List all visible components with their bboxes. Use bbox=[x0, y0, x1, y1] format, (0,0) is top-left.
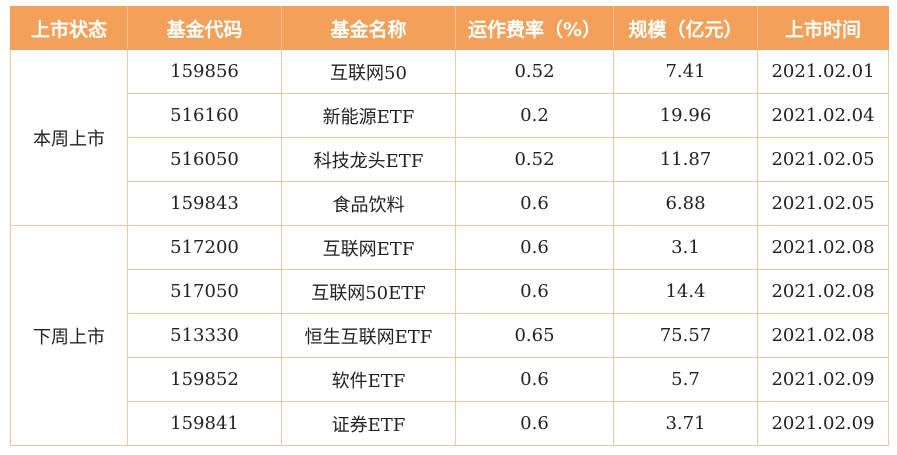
fund-code-cell: 159856 bbox=[127, 49, 282, 94]
fund-size-cell: 6.88 bbox=[613, 181, 758, 226]
fund-code-cell: 516050 bbox=[127, 137, 282, 182]
table-row: 516160 新能源ETF 0.2 19.96 2021.02.04 bbox=[11, 93, 889, 138]
listing-date-cell: 2021.02.08 bbox=[757, 313, 889, 358]
fee-rate-cell: 0.2 bbox=[455, 93, 614, 138]
fund-name-cell: 证券ETF bbox=[281, 401, 456, 446]
fund-name-cell: 互联网50 bbox=[281, 49, 456, 94]
table-row: 159852 软件ETF 0.6 5.7 2021.02.09 bbox=[11, 357, 889, 402]
table-row: 下周上市 517200 互联网ETF 0.6 3.1 2021.02.08 bbox=[10, 225, 889, 446]
table-row: 516050 科技龙头ETF 0.52 11.87 2021.02.05 bbox=[11, 137, 889, 182]
listing-date-cell: 2021.02.09 bbox=[757, 357, 889, 402]
fund-size-cell: 11.87 bbox=[613, 137, 758, 182]
listing-date-cell: 2021.02.05 bbox=[757, 181, 889, 226]
table-row: 159841 证券ETF 0.6 3.71 2021.02.09 bbox=[11, 401, 889, 446]
listing-date-cell: 2021.02.04 bbox=[757, 93, 889, 138]
fee-rate-cell: 0.52 bbox=[455, 49, 614, 94]
header-listing-status: 上市状态 bbox=[10, 6, 128, 50]
fund-name-cell: 互联网ETF bbox=[281, 225, 456, 270]
fund-size-cell: 75.57 bbox=[613, 313, 758, 358]
fund-code-cell: 517200 bbox=[127, 225, 282, 270]
listing-date-cell: 2021.02.08 bbox=[757, 225, 889, 270]
fee-rate-cell: 0.6 bbox=[455, 269, 614, 314]
header-fund-name: 基金名称 bbox=[281, 6, 456, 50]
table-row: 517050 互联网50ETF 0.6 14.4 2021.02.08 bbox=[11, 269, 889, 314]
fund-name-cell: 食品饮料 bbox=[281, 181, 456, 226]
fund-code-cell: 159843 bbox=[127, 181, 282, 226]
fund-size-cell: 14.4 bbox=[613, 269, 758, 314]
fund-name-cell: 科技龙头ETF bbox=[281, 137, 456, 182]
fee-rate-cell: 0.6 bbox=[455, 225, 614, 270]
table-row: 513330 恒生互联网ETF 0.65 75.57 2021.02.08 bbox=[11, 313, 889, 358]
fund-listing-table: 上市状态 基金代码 基金名称 运作费率（%） 规模（亿元） 上市时间 本周上市 … bbox=[10, 6, 889, 446]
fund-name-cell: 互联网50ETF bbox=[281, 269, 456, 314]
fund-name-cell: 软件ETF bbox=[281, 357, 456, 402]
listing-date-cell: 2021.02.01 bbox=[757, 49, 889, 94]
header-fund-size: 规模（亿元） bbox=[613, 6, 758, 50]
listing-date-cell: 2021.02.08 bbox=[757, 269, 889, 314]
table-row: 159843 食品饮料 0.6 6.88 2021.02.05 bbox=[11, 181, 889, 226]
listing-date-cell: 2021.02.05 bbox=[757, 137, 889, 182]
fund-code-cell: 159841 bbox=[127, 401, 282, 446]
header-fund-code: 基金代码 bbox=[127, 6, 282, 50]
group-label-this-week: 本周上市 bbox=[10, 49, 128, 226]
fund-size-cell: 5.7 bbox=[613, 357, 758, 402]
group-label-next-week: 下周上市 bbox=[10, 225, 128, 446]
fee-rate-cell: 0.6 bbox=[455, 401, 614, 446]
fund-code-cell: 513330 bbox=[127, 313, 282, 358]
table-header-row: 上市状态 基金代码 基金名称 运作费率（%） 规模（亿元） 上市时间 bbox=[10, 6, 889, 50]
fund-listing-table-container: 上市状态 基金代码 基金名称 运作费率（%） 规模（亿元） 上市时间 本周上市 … bbox=[10, 6, 889, 446]
listing-date-cell: 2021.02.09 bbox=[757, 401, 889, 446]
header-listing-date: 上市时间 bbox=[757, 6, 889, 50]
fee-rate-cell: 0.6 bbox=[455, 357, 614, 402]
fund-name-cell: 新能源ETF bbox=[281, 93, 456, 138]
header-fee-rate: 运作费率（%） bbox=[455, 6, 614, 50]
fund-size-cell: 19.96 bbox=[613, 93, 758, 138]
fee-rate-cell: 0.65 bbox=[455, 313, 614, 358]
fund-code-cell: 517050 bbox=[127, 269, 282, 314]
fund-code-cell: 516160 bbox=[127, 93, 282, 138]
fee-rate-cell: 0.6 bbox=[455, 181, 614, 226]
fund-size-cell: 3.71 bbox=[613, 401, 758, 446]
fee-rate-cell: 0.52 bbox=[455, 137, 614, 182]
fund-code-cell: 159852 bbox=[127, 357, 282, 402]
table-row: 本周上市 159856 互联网50 0.52 7.41 2021.02.01 bbox=[10, 49, 889, 226]
fund-size-cell: 3.1 bbox=[613, 225, 758, 270]
fund-size-cell: 7.41 bbox=[613, 49, 758, 94]
fund-name-cell: 恒生互联网ETF bbox=[281, 313, 456, 358]
